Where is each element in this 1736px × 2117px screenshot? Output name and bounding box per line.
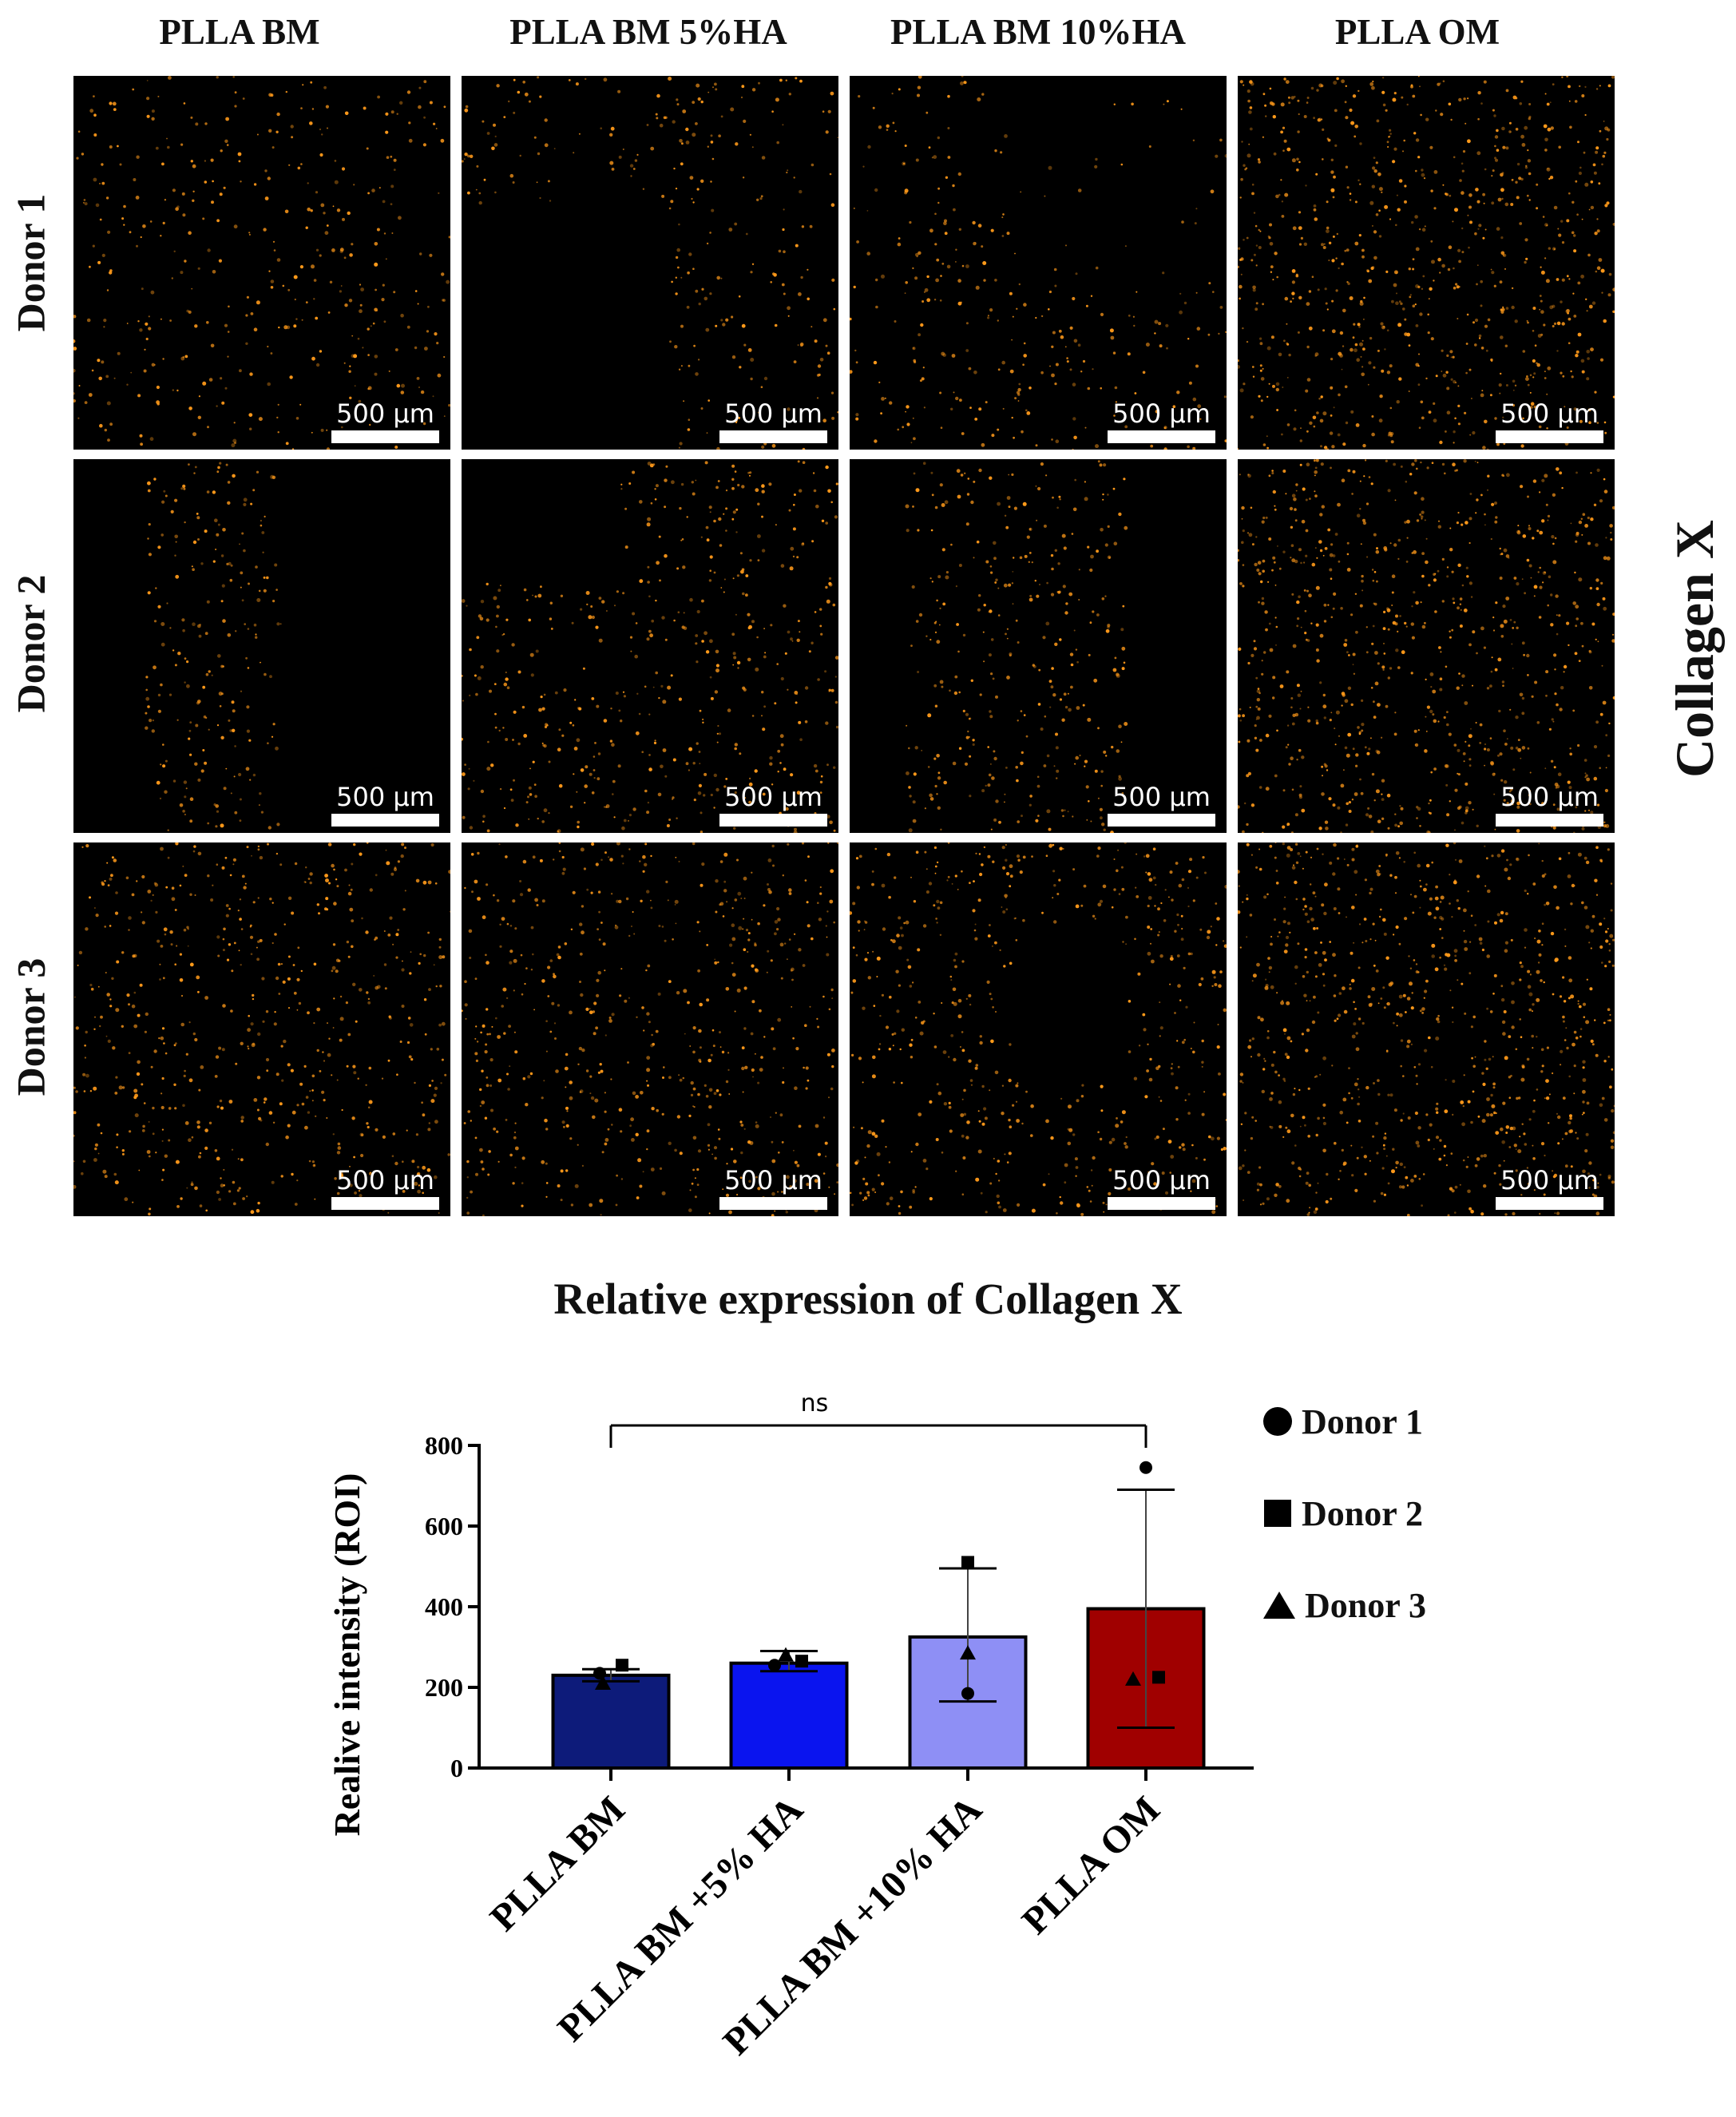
x-tick-label: PLLA BM bbox=[482, 1788, 632, 1939]
scale-bar-label: 500 µm bbox=[1500, 782, 1599, 812]
column-header-plla-bm-10ha: PLLA BM 10%HA bbox=[890, 12, 1187, 52]
scale-bar-label: 500 µm bbox=[1112, 782, 1211, 812]
column-header-plla-bm: PLLA BM bbox=[159, 12, 320, 52]
legend-label-donor-2: Donor 2 bbox=[1302, 1493, 1423, 1533]
microscopy-panel: 500 µm bbox=[1238, 76, 1615, 450]
scale-bar bbox=[719, 430, 827, 443]
scale-bar-label: 500 µm bbox=[724, 398, 822, 429]
bar bbox=[729, 1661, 849, 1770]
legend-item-donor-3: Donor 3 bbox=[1262, 1581, 1426, 1629]
scale-bar-label: 500 µm bbox=[1112, 1165, 1211, 1195]
scale-bar-label: 500 µm bbox=[724, 782, 822, 812]
data-point-square bbox=[616, 1659, 628, 1672]
scale-bar bbox=[331, 814, 439, 827]
scale-bar-label: 500 µm bbox=[1112, 398, 1211, 429]
column-header-plla-bm-5ha: PLLA BM 5%HA bbox=[509, 12, 787, 52]
fluorescence-texture bbox=[73, 76, 450, 450]
microscopy-panel: 500 µm bbox=[850, 459, 1227, 833]
scale-bar bbox=[1496, 814, 1603, 827]
fluorescence-texture bbox=[462, 460, 838, 833]
data-point-triangle bbox=[960, 1645, 976, 1660]
scale-bar-label: 500 µm bbox=[724, 1165, 822, 1195]
scale-bar bbox=[1496, 430, 1603, 443]
scale-bar bbox=[1108, 814, 1215, 827]
scale-bar bbox=[719, 814, 827, 827]
fluorescence-texture bbox=[462, 76, 838, 450]
microscopy-panel: 500 µm bbox=[462, 459, 838, 833]
square-marker-icon bbox=[1264, 1500, 1291, 1527]
legend-label-donor-3: Donor 3 bbox=[1305, 1585, 1426, 1625]
scale-bar-label: 500 µm bbox=[1500, 398, 1599, 429]
data-point-square bbox=[795, 1655, 808, 1668]
microscopy-panel: 500 µm bbox=[850, 842, 1227, 1216]
data-point-triangle bbox=[595, 1675, 611, 1690]
data-point-triangle bbox=[1125, 1671, 1141, 1686]
fluorescence-texture bbox=[1238, 459, 1615, 833]
scale-bar-label: 500 µm bbox=[336, 1165, 434, 1195]
data-point-triangle bbox=[778, 1647, 794, 1662]
y-axis-label: Realive intensity (ROI) bbox=[327, 1473, 367, 1837]
y-tick-label: 0 bbox=[450, 1754, 463, 1782]
y-tick-label: 400 bbox=[425, 1592, 463, 1621]
y-tick-label: 600 bbox=[425, 1512, 463, 1540]
scale-bar bbox=[1108, 1197, 1215, 1210]
microscopy-panel: 500 µm bbox=[1238, 842, 1615, 1216]
data-point-circle bbox=[1139, 1461, 1152, 1474]
column-header-plla-om: PLLA OM bbox=[1334, 12, 1500, 52]
fluorescence-texture bbox=[905, 460, 1128, 833]
x-tick-label: PLLA OM bbox=[1014, 1788, 1168, 1942]
fluorescence-texture bbox=[850, 842, 1227, 1216]
significance-label: ns bbox=[801, 1390, 829, 1417]
scale-bar-label: 500 µm bbox=[1500, 1165, 1599, 1195]
microscopy-panel: 500 µm bbox=[462, 842, 838, 1216]
microscopy-panel: 500 µm bbox=[462, 76, 838, 450]
microscopy-panel: 500 µm bbox=[1238, 459, 1615, 833]
scale-bar bbox=[1496, 1197, 1603, 1210]
data-point-square bbox=[1152, 1671, 1165, 1684]
fluorescence-texture bbox=[462, 842, 838, 1216]
fluorescence-texture bbox=[1238, 76, 1615, 450]
legend-item-donor-2: Donor 2 bbox=[1262, 1489, 1423, 1537]
bar bbox=[551, 1673, 671, 1770]
scale-bar bbox=[719, 1197, 827, 1210]
data-point-circle bbox=[768, 1659, 781, 1672]
scale-bar bbox=[1108, 430, 1215, 443]
fluorescence-texture bbox=[1238, 842, 1615, 1216]
triangle-marker-icon bbox=[1263, 1592, 1295, 1619]
microscopy-panel: 500 µm bbox=[73, 76, 450, 450]
fluorescence-texture bbox=[850, 76, 1227, 450]
legend-label-donor-1: Donor 1 bbox=[1302, 1401, 1423, 1441]
microscopy-panel: 500 µm bbox=[850, 76, 1227, 450]
fluorescence-texture bbox=[145, 462, 282, 831]
scale-bar bbox=[331, 1197, 439, 1210]
scale-bar-label: 500 µm bbox=[336, 782, 434, 812]
legend-item-donor-1: Donor 1 bbox=[1262, 1397, 1423, 1445]
chart-title: Relative expression of Collagen X bbox=[553, 1275, 1183, 1323]
circle-marker-icon bbox=[1263, 1407, 1292, 1436]
scale-bar bbox=[331, 430, 439, 443]
data-point-square bbox=[961, 1556, 974, 1569]
microscopy-panel: 500 µm bbox=[73, 459, 450, 833]
y-tick-label: 800 bbox=[425, 1431, 463, 1460]
data-point-circle bbox=[961, 1687, 974, 1700]
scale-bar-label: 500 µm bbox=[336, 398, 434, 429]
y-tick-label: 200 bbox=[425, 1673, 463, 1702]
fluorescence-texture bbox=[73, 842, 450, 1216]
microscopy-panel: 500 µm bbox=[73, 842, 450, 1216]
